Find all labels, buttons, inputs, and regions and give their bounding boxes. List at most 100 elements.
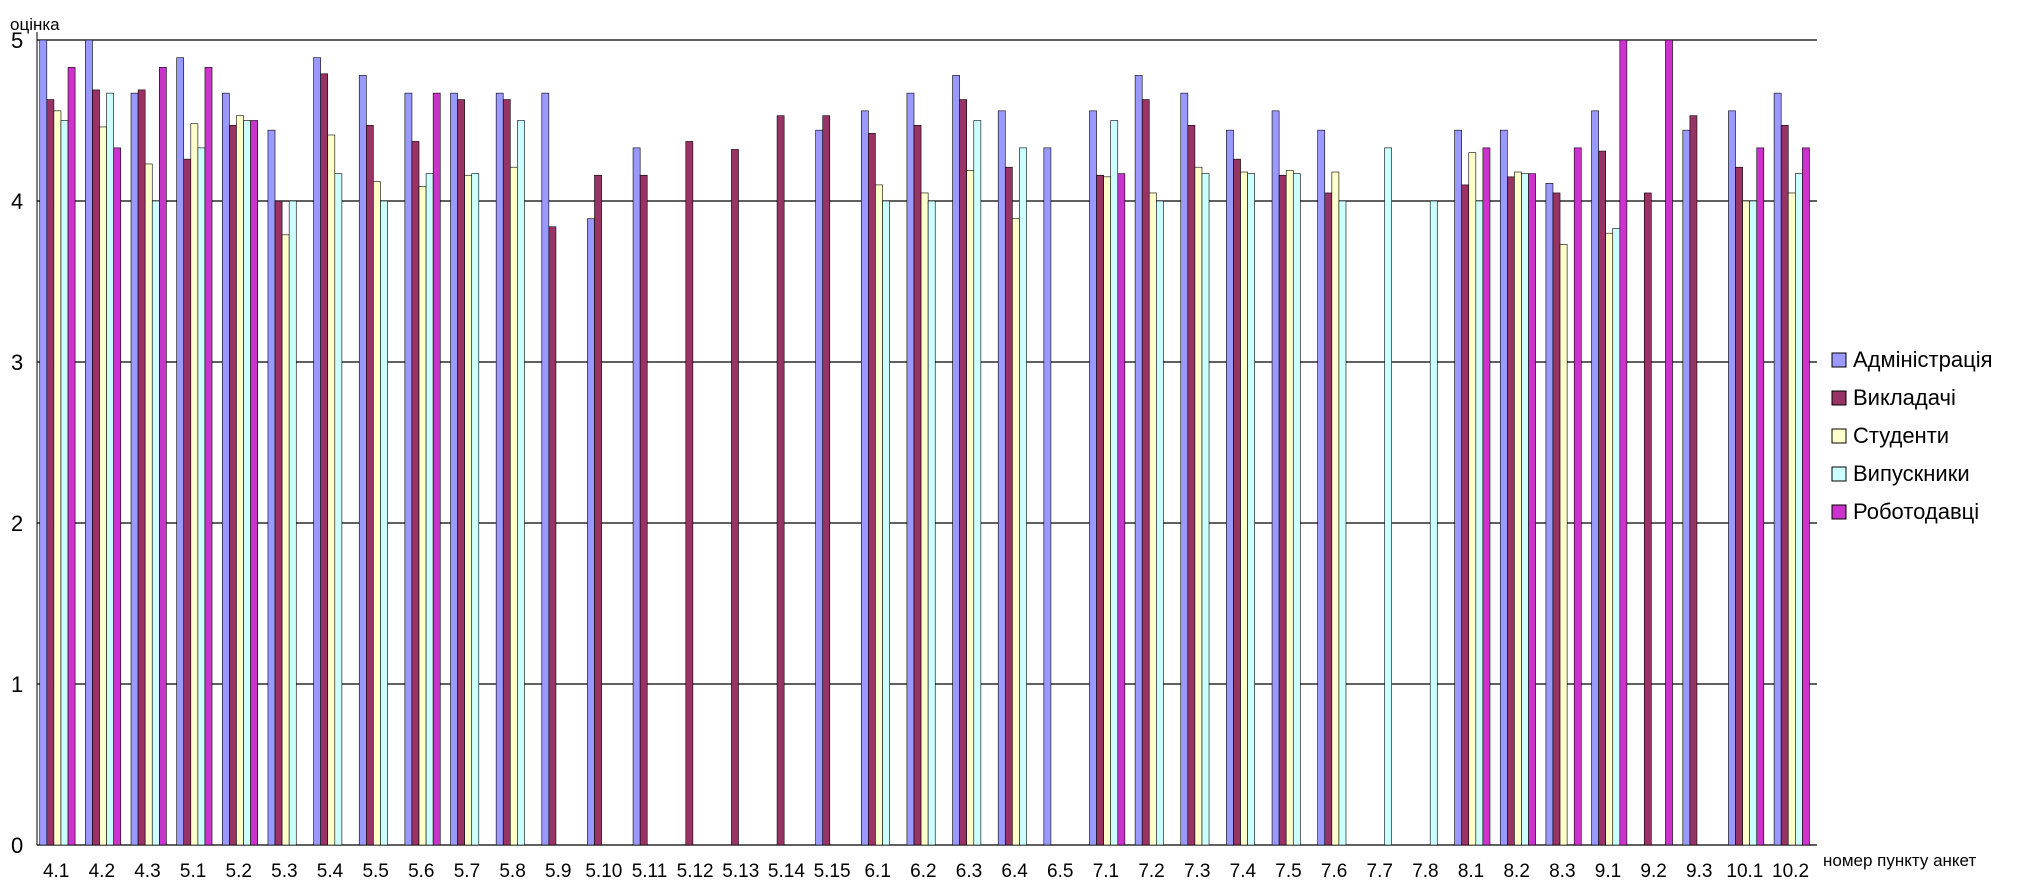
bar — [1499, 129, 1508, 846]
x-tick-label: 4.2 — [89, 861, 115, 882]
bar — [418, 186, 427, 846]
bar — [1384, 147, 1392, 846]
bar — [1514, 171, 1522, 846]
bar — [1682, 129, 1691, 846]
x-tick-label: 9.2 — [1640, 861, 1666, 882]
bar — [639, 174, 648, 846]
bar — [288, 200, 297, 846]
x-tick-label: 5.10 — [585, 861, 622, 882]
legend-label: Студенти — [1853, 423, 1949, 448]
bar — [159, 67, 167, 846]
bar — [1802, 147, 1810, 846]
bar — [1545, 182, 1554, 846]
bar — [997, 110, 1006, 846]
y-tick-label: 5 — [11, 28, 23, 53]
x-tick-label: 10.1 — [1726, 861, 1763, 882]
bar — [130, 92, 139, 846]
x-tick-label: 10.2 — [1772, 861, 1809, 882]
bar — [106, 92, 114, 846]
bar — [973, 120, 982, 846]
bar — [113, 147, 122, 846]
bar — [1324, 192, 1333, 846]
bar — [509, 166, 518, 846]
x-tick-label: 5.15 — [814, 861, 851, 882]
bar — [1507, 176, 1515, 846]
bar — [373, 181, 381, 846]
bar — [875, 184, 883, 846]
y-tick-label: 0 — [11, 833, 23, 858]
bar — [92, 89, 100, 846]
bar — [222, 92, 230, 846]
bar — [1117, 173, 1126, 846]
bar — [1742, 200, 1750, 846]
x-tick-label: 7.8 — [1412, 861, 1438, 882]
bar — [320, 73, 329, 846]
bar — [1012, 218, 1020, 846]
bar — [99, 126, 107, 846]
bar — [281, 234, 290, 846]
bar — [815, 129, 824, 846]
bar — [966, 170, 975, 846]
bar — [548, 226, 557, 846]
legend-swatch — [1831, 504, 1847, 520]
bar — [151, 200, 160, 846]
y-tick-label: 3 — [11, 350, 23, 375]
bar — [334, 173, 343, 846]
bar — [1643, 192, 1652, 846]
bar — [1278, 174, 1287, 846]
bar — [1194, 166, 1203, 846]
bar — [517, 120, 525, 846]
bar — [457, 99, 465, 846]
bar — [1756, 147, 1765, 846]
bar — [1735, 166, 1743, 846]
bar — [1096, 174, 1104, 846]
x-tick-label: 5.6 — [408, 861, 434, 882]
bar — [1141, 99, 1150, 846]
bar — [731, 149, 739, 846]
bar — [1780, 125, 1789, 846]
x-tick-label: 5.9 — [545, 861, 571, 882]
bar — [959, 99, 968, 846]
x-tick-label: 7.3 — [1184, 861, 1210, 882]
x-tick-label: 8.1 — [1458, 861, 1484, 882]
bar — [464, 174, 473, 846]
x-tick-label: 5.7 — [454, 861, 480, 882]
x-tick-label: 4.3 — [134, 861, 160, 882]
bar — [822, 115, 831, 846]
bar — [1454, 129, 1462, 846]
bar — [1187, 125, 1196, 846]
bar — [1247, 173, 1256, 846]
x-tick-label: 7.4 — [1230, 861, 1257, 882]
x-tick-label: 6.3 — [956, 861, 982, 882]
x-tick-label: 5.4 — [317, 861, 344, 882]
bar — [53, 110, 62, 846]
bar — [541, 92, 550, 846]
bar — [1156, 200, 1164, 846]
bar — [1598, 150, 1606, 846]
bar — [495, 92, 504, 846]
bar — [1110, 120, 1119, 846]
x-tick-label: 8.2 — [1503, 861, 1529, 882]
bar — [594, 174, 602, 846]
bar — [1089, 110, 1097, 846]
x-tick-label: 6.2 — [910, 861, 936, 882]
x-tick-label: 6.5 — [1047, 861, 1073, 882]
legend-label: Викладачі — [1853, 385, 1956, 410]
bar — [60, 120, 69, 846]
bar — [236, 115, 244, 846]
bar — [1773, 92, 1782, 846]
bar — [1103, 176, 1112, 846]
legend-swatch — [1831, 466, 1847, 482]
bar — [425, 173, 434, 846]
bar — [358, 75, 367, 846]
bar — [1019, 147, 1027, 846]
bar — [67, 67, 76, 846]
bar — [144, 163, 153, 846]
x-axis: 4.1 4.2 4.3 5.1 5.2 5.3 5.4 5.5 5.6 5.7 5.8 5.9 5.10… — [43, 861, 1809, 882]
bar — [250, 120, 258, 846]
bar — [471, 173, 480, 846]
bar — [1528, 173, 1536, 846]
bar — [1552, 192, 1561, 846]
x-tick-label: 5.12 — [677, 861, 714, 882]
bar — [1612, 228, 1621, 846]
